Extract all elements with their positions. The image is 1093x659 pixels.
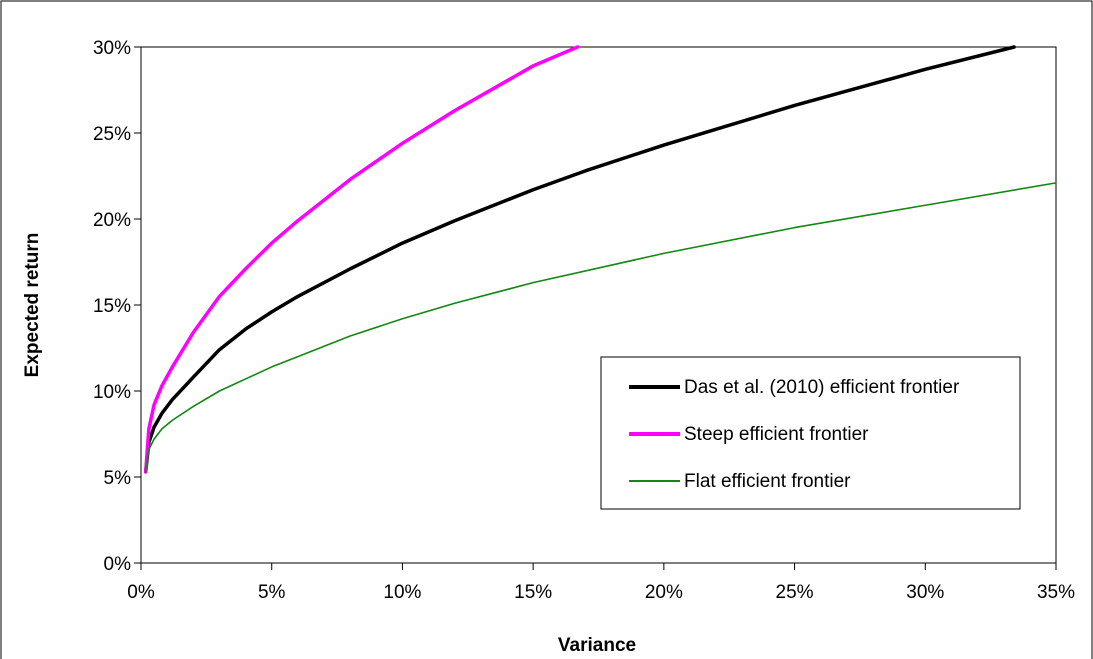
x-tick-label: 0% (127, 582, 155, 603)
y-tick-label: 20% (93, 210, 131, 231)
axes-layer: 0% 5% 10% 15% 20% 25% 30% 0% 5% 10% 15% 20% 25% 30% 35… (93, 38, 1075, 603)
x-tick-label: 30% (906, 582, 944, 603)
y-tick-label: 0% (104, 554, 132, 575)
x-tick-label: 25% (776, 582, 814, 603)
series-steep-line (143, 45, 580, 474)
x-tick-label: 5% (258, 582, 286, 603)
x-tick-label: 15% (514, 582, 552, 603)
series-flat-line (144, 182, 1057, 473)
x-tick-label: 10% (383, 582, 421, 603)
legend-label-flat: Flat efficient frontier (684, 471, 851, 492)
y-tick-label: 5% (104, 468, 132, 489)
y-axis-title: Expected return (22, 233, 43, 378)
y-tick-label: 15% (93, 296, 131, 317)
legend-label-das: Das et al. (2010) efficient frontier (684, 377, 960, 398)
legend: Das et al. (2010) efficient frontier Ste… (600, 356, 1021, 510)
x-tick-label: 20% (645, 582, 683, 603)
series-layer (143, 45, 1057, 474)
y-tick-label: 30% (93, 38, 131, 59)
x-tick-label: 35% (1037, 582, 1075, 603)
legend-label-steep: Steep efficient frontier (684, 424, 869, 445)
x-axis-title: Variance (558, 635, 636, 656)
y-tick-label: 10% (93, 382, 131, 403)
y-tick-label: 25% (93, 124, 131, 145)
series-das-line (143, 45, 1016, 474)
